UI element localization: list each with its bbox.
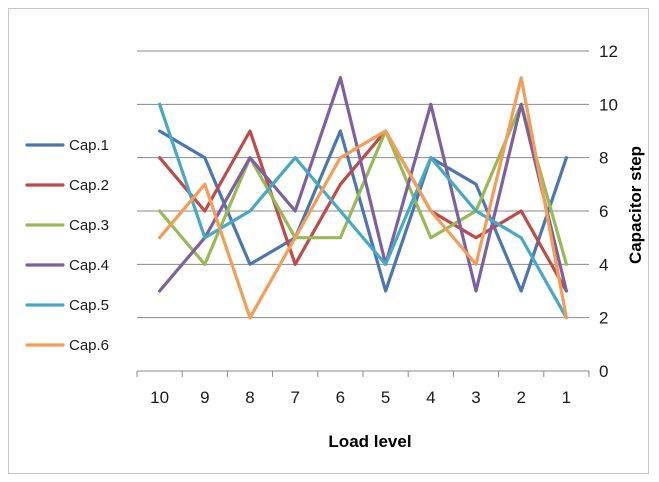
y-tick-label: 0: [599, 362, 608, 381]
series-line-cap5: [158, 102, 569, 320]
x-tick-label: 1: [562, 388, 571, 407]
y-axis-tick-labels: 0 2 4 6 8 10 12: [599, 42, 618, 381]
legend: Cap.1 Cap.2 Cap.3 Cap.4 Cap.5 Cap.6: [25, 137, 109, 354]
x-tick-label: 3: [471, 388, 480, 407]
x-tick-label: 10: [150, 388, 169, 407]
series-line-cap6: [158, 76, 569, 320]
series-line-cap4: [158, 76, 569, 293]
y-tick-label: 4: [599, 255, 608, 274]
x-axis: [136, 370, 590, 377]
y-axis-title: Capacitor step: [626, 146, 645, 264]
legend-label: Cap.2: [69, 177, 109, 194]
x-axis-title: Load level: [328, 432, 411, 451]
x-tick-label: 6: [336, 388, 345, 407]
chart-frame: 0 2 4 6 8 10 12 10 9 8 7 6 5 4 3 2 1 Cap.1 Cap.2 Cap.3 Cap…: [8, 8, 649, 474]
y-tick-label: 2: [599, 309, 608, 328]
x-tick-label: 2: [516, 388, 525, 407]
x-tick-label: 5: [381, 388, 390, 407]
y-tick-label: 6: [599, 202, 608, 221]
legend-label: Cap.4: [69, 257, 109, 274]
x-axis-tick-labels: 10 9 8 7 6 5 4 3 2 1: [150, 388, 571, 407]
series-lines: [158, 76, 569, 320]
legend-label: Cap.1: [69, 137, 109, 154]
y-tick-label: 12: [599, 42, 618, 61]
y-tick-label: 10: [599, 95, 618, 114]
x-tick-label: 8: [245, 388, 254, 407]
y-tick-label: 8: [599, 149, 608, 168]
legend-label: Cap.3: [69, 217, 109, 234]
legend-label: Cap.6: [69, 337, 109, 354]
x-tick-label: 7: [290, 388, 299, 407]
x-tick-label: 4: [426, 388, 435, 407]
series-line-cap3: [158, 102, 569, 266]
legend-label: Cap.5: [69, 297, 109, 314]
x-tick-label: 9: [200, 388, 209, 407]
